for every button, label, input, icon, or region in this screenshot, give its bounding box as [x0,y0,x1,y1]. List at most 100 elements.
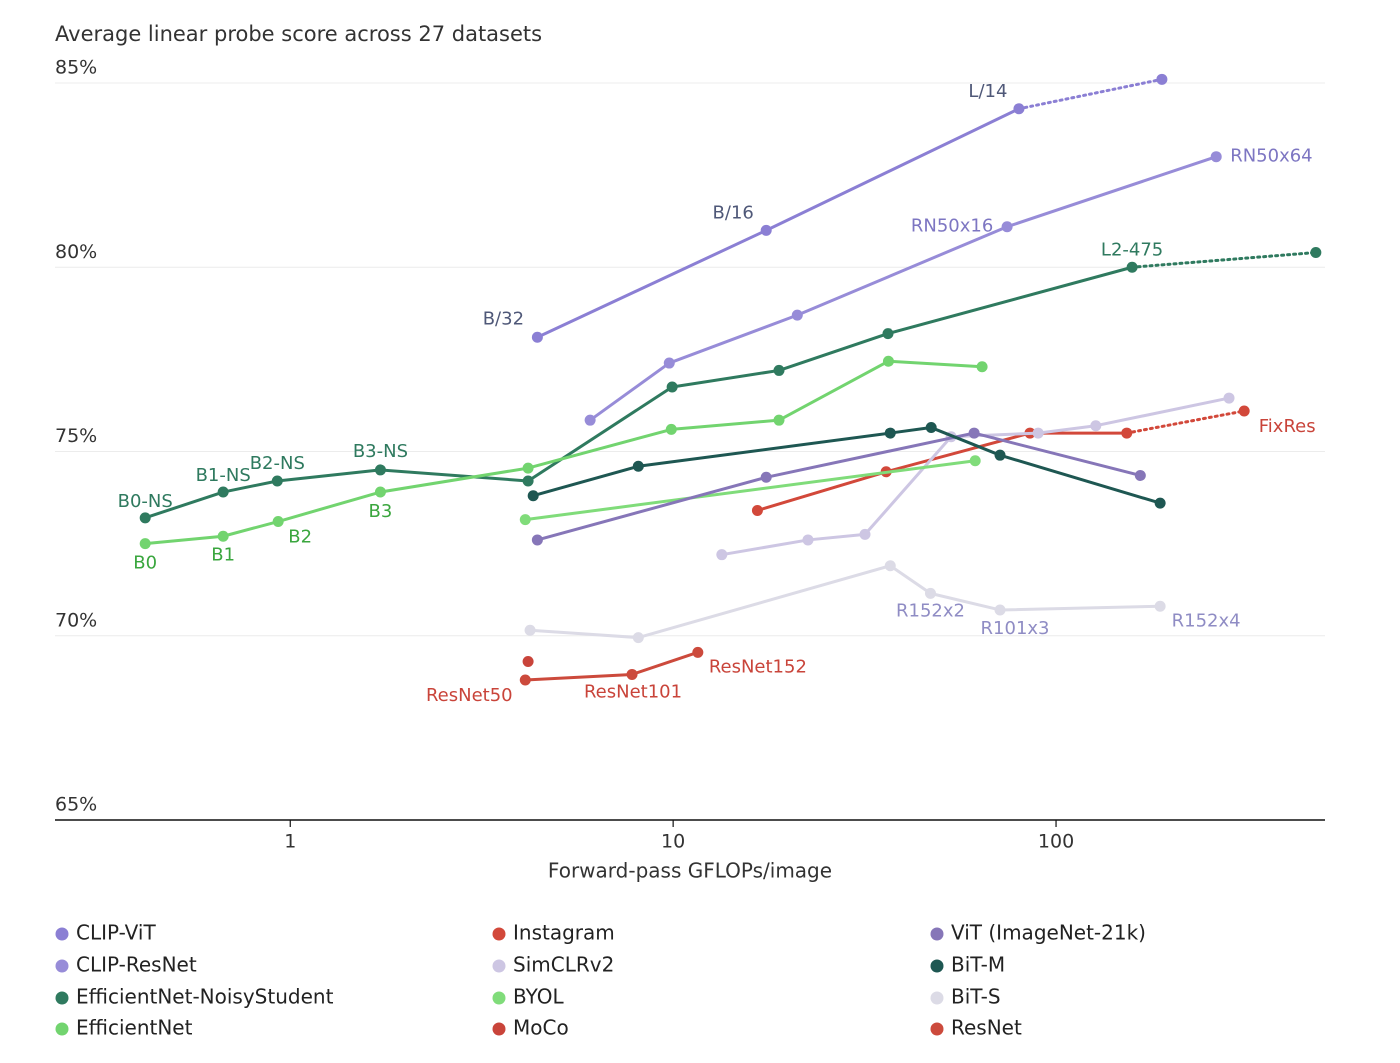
series-line [525,459,976,522]
data-point [626,668,638,680]
series: B0 B1 B2 B3 [133,355,988,574]
data-point [882,328,894,340]
series [531,427,1146,546]
legend-swatch [930,927,944,941]
data-point [760,224,772,236]
data-point [1001,221,1013,233]
data-point [1223,392,1235,404]
point-label: B/16 [713,202,754,223]
point-label: R152x4 [1172,610,1241,631]
data-point [522,462,534,474]
data-point [692,646,704,658]
data-point [665,423,677,435]
series-line [525,650,699,682]
dotted-line [1125,409,1246,435]
data-point [882,355,894,367]
data-point [217,530,229,542]
data-point [1090,420,1102,432]
x-axis-label: Forward-pass GFLOPs/image [548,859,832,883]
data-point [519,514,531,526]
data-point [716,549,728,561]
legend-swatch [55,927,69,941]
dotted-line [1130,251,1318,269]
series-line [144,265,1133,520]
x-tick-label: 1 [284,831,296,853]
data-point [139,538,151,550]
data-point [773,414,785,426]
data-point [519,674,531,686]
legend-swatch [492,927,506,941]
data-point [374,486,386,498]
data-point [524,624,536,636]
series-line [532,426,1161,505]
data-point [884,560,896,572]
point-label: RN50x64 [1230,146,1312,167]
data-point [1310,247,1322,259]
legend-label: EfficientNet-NoisyStudent [76,985,334,1009]
series [527,422,1166,509]
data-point [969,455,981,467]
data-point [994,604,1006,616]
data-point [1134,469,1146,481]
point-label: L2-475 [1101,239,1163,260]
data-point [1032,427,1044,439]
legend-label: CLIP-ResNet [76,953,197,977]
legend-swatch [55,1022,69,1036]
series [522,656,534,668]
data-point [1156,73,1168,85]
data-point [522,475,534,487]
series [519,455,981,526]
series-line [536,431,1141,542]
point-label: B0-NS [118,491,173,512]
point-label: R101x3 [981,618,1050,639]
y-tick-label: 85% [55,57,97,79]
point-label: B1-NS [196,465,251,486]
legend-label: ViT (ImageNet-21k) [951,921,1146,945]
series: RN50x16 RN50x64 [584,146,1313,426]
point-label: B/32 [483,308,524,329]
point-label: B2-NS [250,453,305,474]
legend-label: ResNet [951,1016,1022,1040]
data-point [924,587,936,599]
data-point [374,464,386,476]
data-point [1154,497,1166,509]
series-line [589,155,1217,422]
data-point [271,475,283,487]
data-point [584,414,596,426]
legend-swatch [930,991,944,1005]
data-point [1121,427,1133,439]
series [716,392,1235,561]
data-point [527,490,539,502]
legend-swatch [492,1022,506,1036]
series-line [721,396,1230,557]
data-point [751,504,763,516]
y-tick-label: 75% [55,425,97,447]
data-point [976,361,988,373]
data-point [791,309,803,321]
legend-label: Instagram [513,921,615,945]
data-point [632,632,644,644]
data-point [632,460,644,472]
data-point [531,534,543,546]
legend-label: SimCLRv2 [513,953,614,977]
data-point [531,331,543,343]
data-point [994,449,1006,461]
data-point [1013,103,1025,115]
data-point [1154,600,1166,612]
data-point [760,471,772,483]
point-label: ResNet50 [426,685,513,706]
series: FixRes [751,405,1316,516]
point-label: B3 [369,501,393,522]
legend-swatch [55,991,69,1005]
point-label: B1 [211,544,235,565]
series: ResNet50 ResNet101 ResNet152 [426,646,807,706]
legend-swatch [930,959,944,973]
point-label: L/14 [968,81,1007,102]
dotted-line [1017,77,1164,111]
data-point [968,427,980,439]
point-label: FixRes [1259,416,1316,437]
data-point [217,486,229,498]
legend-label: BYOL [513,985,564,1009]
